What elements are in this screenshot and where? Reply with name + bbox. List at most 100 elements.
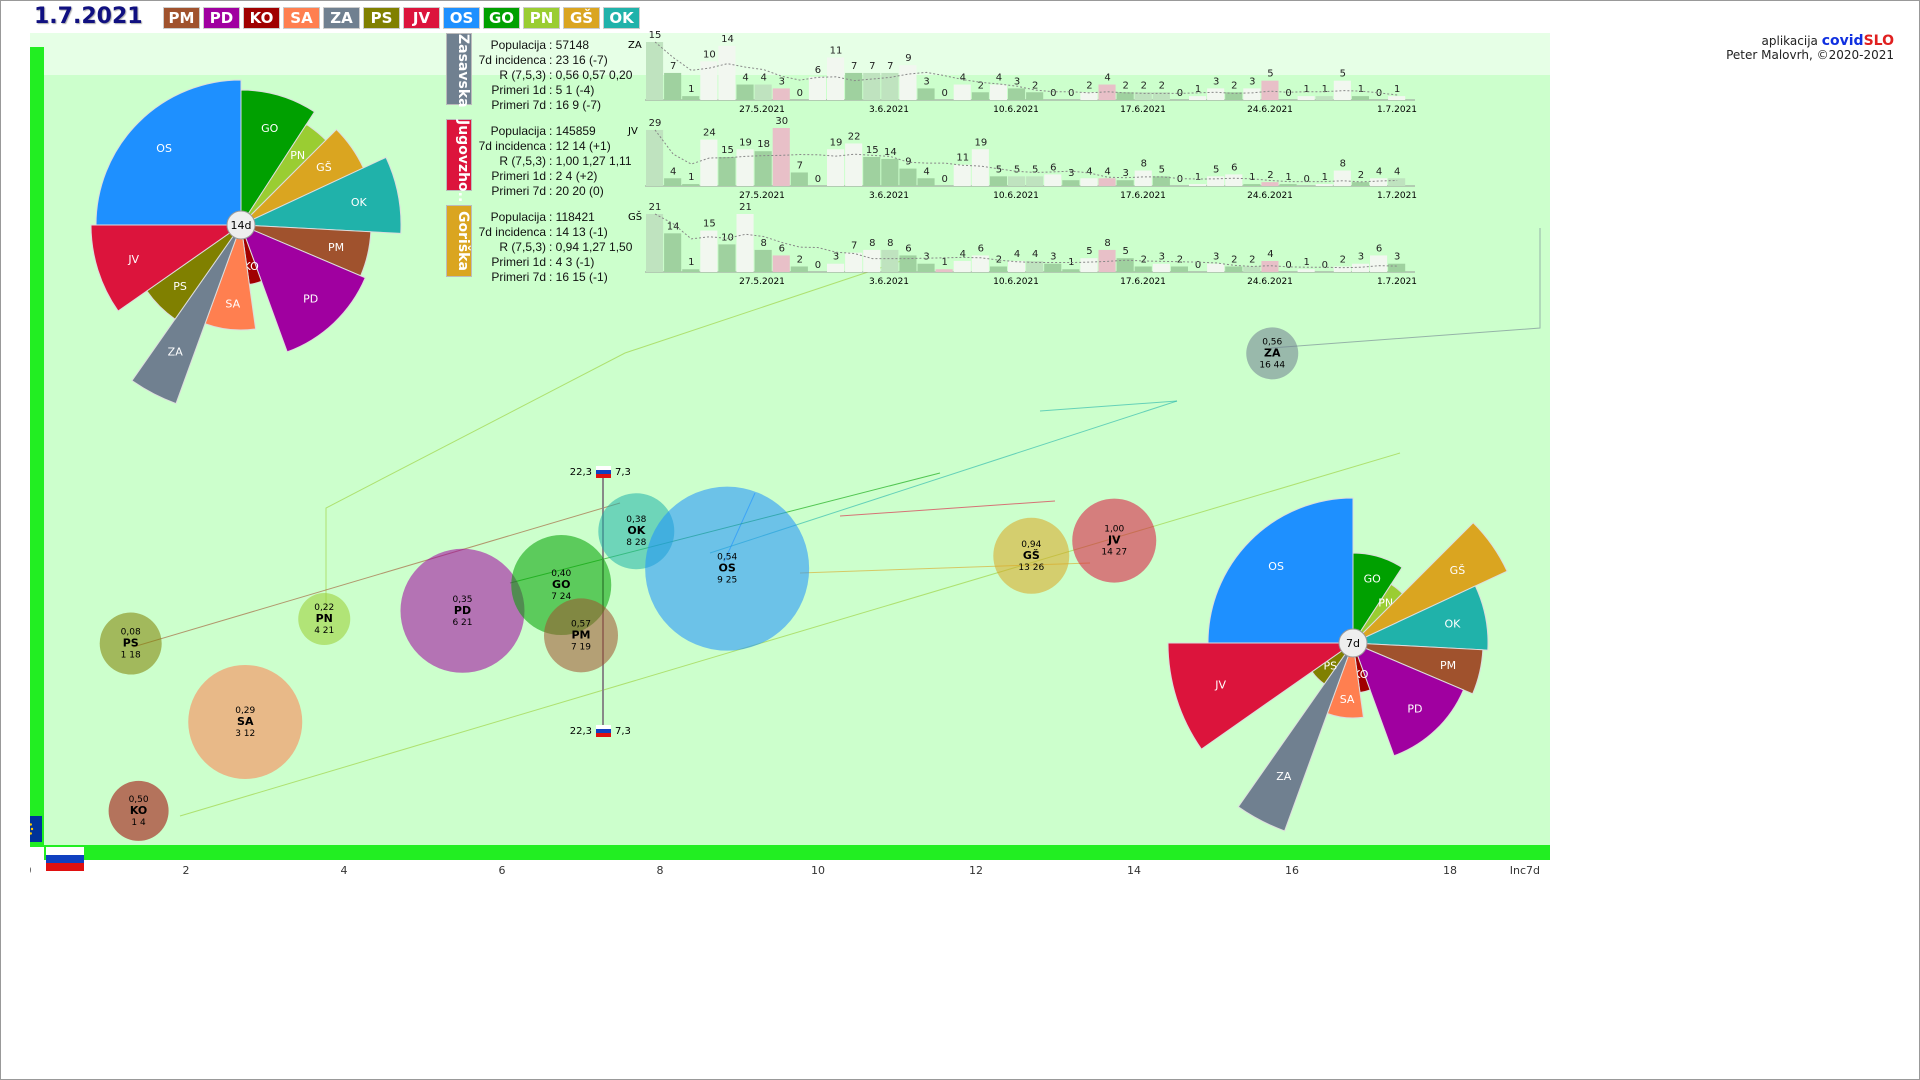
legend-chip-OK[interactable]: OK: [603, 7, 640, 29]
pie-slice-OK[interactable]: [1352, 585, 1489, 651]
bar-value: 2: [1340, 254, 1346, 265]
bubble-r: 0,38: [626, 515, 646, 525]
pie-slice-GŠ[interactable]: [1352, 522, 1508, 644]
bar-value: 15: [866, 145, 879, 156]
pie-slice-OK[interactable]: [240, 156, 402, 234]
pie-slice-JV[interactable]: [1167, 642, 1355, 750]
chart-region-code: JV: [627, 126, 638, 137]
bar-value: 3: [1122, 168, 1128, 179]
pie-label: ZA: [168, 345, 184, 358]
pie-slice-PM[interactable]: [1352, 642, 1484, 695]
stat-sep: :: [549, 210, 556, 224]
stat-value: 4 3 (-1): [555, 255, 595, 269]
region-tag-JV: Jugovzho..: [446, 119, 472, 202]
stat-sep: :: [549, 139, 556, 153]
daily-bar: [1080, 258, 1098, 272]
daily-bar: [917, 178, 935, 186]
stat-key: 7d incidenca: [478, 139, 546, 153]
bar-value: 15: [703, 219, 716, 230]
stat-value: 118421: [555, 210, 595, 224]
pie-label: SA: [1340, 693, 1355, 706]
daily-bar: [718, 157, 736, 186]
legend-chip-PM[interactable]: PM: [163, 7, 200, 29]
legend-chip-PN[interactable]: PN: [523, 7, 560, 29]
daily-bar: [664, 233, 682, 272]
pie-slice-JV[interactable]: [90, 224, 243, 312]
bar-value: 4: [1394, 166, 1400, 177]
pie-label: GO: [1364, 572, 1382, 585]
legend-chip-PS[interactable]: PS: [363, 7, 400, 29]
daily-bar: [1333, 80, 1351, 100]
stat-sep: :: [549, 184, 556, 198]
legend-chip-JV[interactable]: JV: [403, 7, 440, 29]
bar-value: 2: [1141, 80, 1147, 91]
legend-chip-OS[interactable]: OS: [443, 7, 480, 29]
bar-value: 4: [670, 166, 676, 177]
daily-bar: [989, 266, 1007, 272]
legend-chip-PD[interactable]: PD: [203, 7, 240, 29]
bar-value: 14: [721, 34, 734, 45]
bar-value: 21: [649, 202, 662, 213]
daily-bar: [827, 149, 845, 186]
daily-bar: [1098, 178, 1116, 186]
pie-label: GŠ: [316, 161, 332, 174]
daily-bar: [1351, 182, 1369, 186]
bar-value: 4: [1086, 166, 1092, 177]
legend-chip-GO[interactable]: GO: [483, 7, 520, 29]
daily-bar: [1225, 266, 1243, 272]
daily-bar: [1243, 88, 1261, 100]
bar-value: 4: [960, 249, 966, 260]
pie-label: PM: [1440, 659, 1456, 672]
bar-value: 0: [1285, 260, 1291, 271]
bubble-code: PM: [571, 628, 590, 641]
bubble-code: PN: [316, 612, 333, 625]
bar-value: 8: [1340, 159, 1346, 170]
pie-slice-OS[interactable]: [1207, 497, 1354, 644]
daily-bar: [772, 255, 790, 272]
daily-bar: [808, 76, 826, 100]
pie-slice-PD[interactable]: [1352, 642, 1465, 757]
daily-bar: [953, 260, 971, 272]
pie-slice-GO[interactable]: [240, 89, 316, 227]
bubble-r: 0,22: [314, 603, 334, 613]
legend-chip-GŠ[interactable]: GŠ: [563, 7, 600, 29]
pie-slice-ZA[interactable]: [1237, 642, 1354, 832]
daily-bar: [1044, 174, 1062, 186]
bubble-code: OK: [627, 524, 645, 537]
bar-value: 19: [830, 137, 843, 148]
bar-value: 5: [1159, 164, 1165, 175]
pie-slice-OS[interactable]: [95, 79, 242, 226]
daily-bar: [1134, 170, 1152, 186]
legend-chip-ZA[interactable]: ZA: [323, 7, 360, 29]
bar-value: 2: [797, 254, 803, 265]
pie-slice-PD[interactable]: [240, 224, 366, 353]
bubble-r: 0,50: [129, 795, 149, 805]
bubble-code: ZA: [1264, 346, 1281, 359]
legend-chip-SA[interactable]: SA: [283, 7, 320, 29]
date-label: 17.6.2021: [1120, 191, 1166, 201]
daily-bar: [1008, 260, 1026, 272]
legend-chip-KO[interactable]: KO: [243, 7, 280, 29]
stat-key: Populacija: [490, 124, 546, 138]
daily-bar: [1098, 249, 1116, 272]
slovenia-inc7: 7,3: [615, 467, 631, 478]
pie-slice-ZA[interactable]: [131, 224, 242, 405]
daily-bar: [718, 45, 736, 100]
daily-bar: [1261, 80, 1279, 100]
daily-bar: [664, 72, 682, 100]
pie-label: PM: [328, 241, 344, 254]
stat-value: 16 15 (-1): [555, 270, 608, 284]
daily-bar: [682, 269, 700, 272]
daily-bar: [971, 255, 989, 272]
